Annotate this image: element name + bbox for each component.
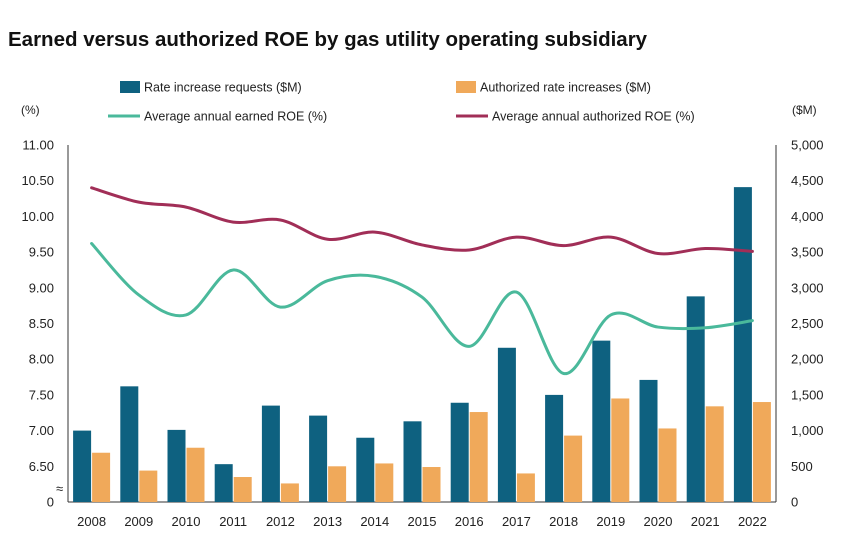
left-tick-label: 6.50 xyxy=(29,459,54,474)
bar-rate-increase-request xyxy=(261,405,280,502)
bar-rate-increase-request xyxy=(592,340,611,502)
right-tick-label: 3,000 xyxy=(791,280,824,295)
x-tick-label: 2020 xyxy=(644,514,673,529)
bar-authorized-rate-increase xyxy=(705,406,724,502)
left-tick-label: 7.00 xyxy=(29,423,54,438)
right-tick-label: 1,500 xyxy=(791,387,824,402)
bar-authorized-rate-increase xyxy=(280,483,299,502)
x-tick-label: 2019 xyxy=(596,514,625,529)
x-tick-label: 2014 xyxy=(360,514,389,529)
bar-authorized-rate-increase xyxy=(564,435,583,502)
bar-rate-increase-request xyxy=(120,386,139,502)
x-tick-label: 2018 xyxy=(549,514,578,529)
bar-rate-increase-request xyxy=(733,187,752,502)
bar-authorized-rate-increase xyxy=(186,447,205,502)
bar-authorized-rate-increase xyxy=(92,452,111,502)
bar-authorized-rate-increase xyxy=(328,466,347,502)
chart-title: Earned versus authorized ROE by gas util… xyxy=(8,28,648,51)
right-tick-label: 2,000 xyxy=(791,352,824,367)
left-tick-label: 8.50 xyxy=(29,316,54,331)
axis-break-symbol: ≈ xyxy=(56,481,63,496)
bar-rate-increase-request xyxy=(214,464,233,502)
bar-rate-increase-request xyxy=(356,437,375,502)
bar-rate-increase-request xyxy=(545,394,564,502)
bar-rate-increase-request xyxy=(686,296,705,502)
x-tick-label: 2012 xyxy=(266,514,295,529)
bar-rate-increase-request xyxy=(497,347,516,502)
x-tick-label: 2010 xyxy=(172,514,201,529)
x-tick-label: 2011 xyxy=(219,514,247,529)
bar-authorized-rate-increase xyxy=(139,470,158,502)
left-unit-label: (%) xyxy=(21,103,40,117)
left-tick-label: 8.00 xyxy=(29,352,54,367)
left-tick-label: 11.00 xyxy=(22,138,54,153)
line-authorized-roe xyxy=(90,186,754,256)
legend-swatch xyxy=(120,81,140,93)
bar-authorized-rate-increase xyxy=(611,398,630,502)
bar-authorized-rate-increase xyxy=(469,412,488,502)
right-tick-label: 3,500 xyxy=(791,245,824,260)
legend-label: Average annual earned ROE (%) xyxy=(144,110,327,124)
bar-authorized-rate-increase xyxy=(375,463,394,502)
bar-rate-increase-request xyxy=(309,415,328,502)
legend-label: Authorized rate increases ($M) xyxy=(480,81,651,95)
bar-rate-increase-request xyxy=(403,421,422,502)
left-tick-label: 7.50 xyxy=(29,387,54,402)
x-tick-label: 2016 xyxy=(455,514,484,529)
right-unit-label: ($M) xyxy=(792,103,817,117)
right-tick-label: 1,000 xyxy=(791,423,824,438)
right-tick-label: 5,000 xyxy=(791,138,824,153)
legend-label: Rate increase requests ($M) xyxy=(144,81,302,95)
bar-rate-increase-request xyxy=(73,430,92,502)
line-earned-roe xyxy=(90,242,754,375)
left-tick-label: 9.50 xyxy=(29,245,54,260)
left-tick-label: 0 xyxy=(47,495,54,510)
legend-swatch xyxy=(456,81,476,93)
bar-rate-increase-request xyxy=(167,429,186,502)
legend-label: Average annual authorized ROE (%) xyxy=(492,110,695,124)
right-tick-label: 4,500 xyxy=(791,173,824,188)
right-tick-label: 2,500 xyxy=(791,316,824,331)
left-tick-label: 10.00 xyxy=(21,209,54,224)
x-tick-label: 2022 xyxy=(738,514,767,529)
bar-authorized-rate-increase xyxy=(516,473,535,502)
bar-authorized-rate-increase xyxy=(422,467,441,502)
bar-rate-increase-request xyxy=(639,379,658,502)
right-tick-label: 500 xyxy=(791,459,813,474)
bar-authorized-rate-increase xyxy=(658,428,677,502)
right-tick-label: 0 xyxy=(791,495,798,510)
left-tick-label: 9.00 xyxy=(29,280,54,295)
bar-authorized-rate-increase xyxy=(752,402,771,502)
bar-authorized-rate-increase xyxy=(233,477,252,502)
x-tick-label: 2009 xyxy=(124,514,153,529)
bar-rate-increase-request xyxy=(450,402,469,502)
x-tick-label: 2013 xyxy=(313,514,342,529)
x-tick-label: 2017 xyxy=(502,514,531,529)
x-tick-label: 2008 xyxy=(77,514,106,529)
x-tick-label: 2021 xyxy=(691,514,720,529)
left-tick-label: 10.50 xyxy=(21,173,54,188)
right-tick-label: 4,000 xyxy=(791,209,824,224)
x-tick-label: 2015 xyxy=(408,514,437,529)
